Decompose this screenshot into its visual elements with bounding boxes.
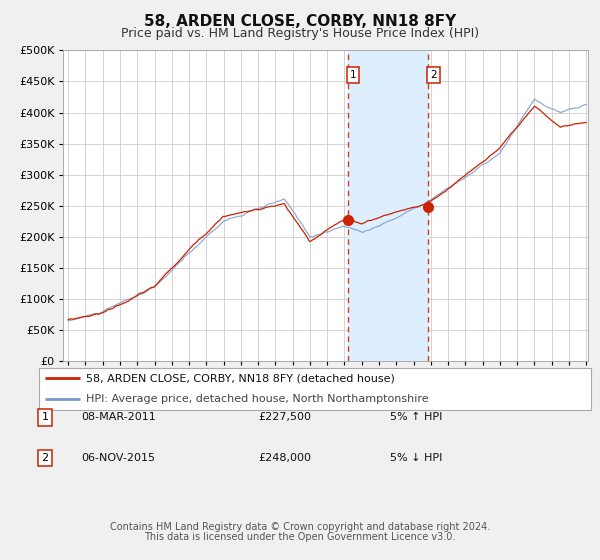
Text: 58, ARDEN CLOSE, CORBY, NN18 8FY (detached house): 58, ARDEN CLOSE, CORBY, NN18 8FY (detach… [86, 374, 395, 384]
Text: HPI: Average price, detached house, North Northamptonshire: HPI: Average price, detached house, Nort… [86, 394, 428, 404]
Text: 5% ↓ HPI: 5% ↓ HPI [390, 453, 442, 463]
Text: £248,000: £248,000 [258, 453, 311, 463]
Text: 58, ARDEN CLOSE, CORBY, NN18 8FY: 58, ARDEN CLOSE, CORBY, NN18 8FY [144, 14, 456, 29]
Text: 2: 2 [41, 453, 49, 463]
Text: 06-NOV-2015: 06-NOV-2015 [81, 453, 155, 463]
Text: £227,500: £227,500 [258, 412, 311, 422]
Bar [347, 50, 428, 361]
Text: Contains HM Land Registry data © Crown copyright and database right 2024.: Contains HM Land Registry data © Crown c… [110, 522, 490, 532]
Text: Price paid vs. HM Land Registry's House Price Index (HPI): Price paid vs. HM Land Registry's House … [121, 27, 479, 40]
Text: 1: 1 [41, 412, 49, 422]
Text: This data is licensed under the Open Government Licence v3.0.: This data is licensed under the Open Gov… [145, 532, 455, 542]
Text: 5% ↑ HPI: 5% ↑ HPI [390, 412, 442, 422]
Text: 2: 2 [430, 70, 437, 80]
Text: 08-MAR-2011: 08-MAR-2011 [81, 412, 156, 422]
Text: 1: 1 [350, 70, 356, 80]
